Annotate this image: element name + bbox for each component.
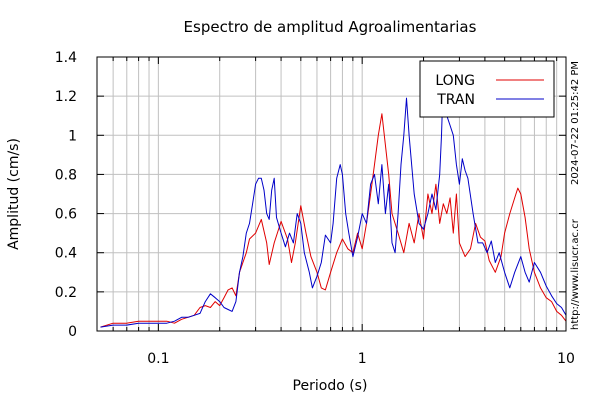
website-text: http://www.lisucr.ac.cr <box>570 218 581 330</box>
y-tick-label: 1.4 <box>55 50 77 66</box>
y-tick-label: 0.2 <box>55 285 77 301</box>
series-line-tran <box>100 78 567 328</box>
legend-label-long: LONG <box>435 73 475 89</box>
x-axis-label: Periodo (s) <box>293 378 368 394</box>
legend-label-tran: TRAN <box>436 92 475 108</box>
y-tick-label: 0.4 <box>55 246 77 262</box>
y-tick-label: 0.6 <box>55 207 77 223</box>
y-axis-ticks: 0 0.2 0.4 0.6 0.8 1 1.2 1.4 <box>55 50 566 340</box>
y-tick-label: 0.8 <box>55 167 77 183</box>
y-tick-label: 0 <box>68 324 77 340</box>
x-tick-label: 10 <box>557 351 575 367</box>
legend: LONG TRAN <box>419 60 555 118</box>
timestamp-text: 2024-07-22 01:25:42 PM <box>570 61 581 185</box>
y-tick-label: 1 <box>68 128 77 144</box>
x-tick-label: 0.1 <box>147 351 169 367</box>
x-axis-ticks: 0.1 1 10 <box>96 57 575 367</box>
legend-box <box>419 60 555 118</box>
chart-title: Espectro de amplitud Agroalimentarias <box>184 18 477 36</box>
y-axis-label: Amplitud (cm/s) <box>6 138 22 250</box>
plot-frame <box>96 56 567 332</box>
series-group <box>100 78 567 328</box>
y-tick-label: 1.2 <box>55 89 77 105</box>
x-tick-label: 1 <box>358 351 367 367</box>
